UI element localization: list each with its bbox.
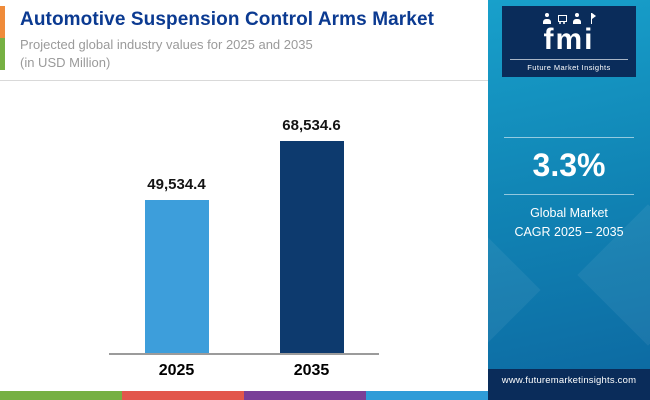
person-icon (572, 13, 581, 24)
cagr-label-line1: Global Market (530, 206, 608, 220)
chart-area: 49,534.4 68,534.6 2025 2035 (109, 105, 379, 380)
bar-chart: 49,534.4 68,534.6 2025 2035 (0, 81, 488, 400)
chart-panel: Automotive Suspension Control Arms Marke… (0, 0, 488, 400)
cagr-value: 3.3% (532, 147, 606, 183)
bar-2035 (279, 141, 344, 353)
logo-text: fmi (543, 23, 595, 56)
bottom-color-strip (0, 391, 650, 400)
cagr-label-line2: CAGR 2025 – 2035 (514, 224, 624, 239)
flag-icon (588, 13, 596, 24)
cagr-label: Global Market CAGR 2025 – 2035 (514, 204, 623, 242)
bar-group-2035: 68,534.6 (279, 117, 344, 353)
x-label-2035: 2035 (293, 362, 330, 379)
subtitle-line1: Projected global industry values for 202… (20, 37, 313, 52)
brand-sidebar: fmi Future Market Insights 3.3% Global M… (488, 0, 650, 400)
strip-segment-orange (122, 391, 244, 400)
page-title: Automotive Suspension Control Arms Marke… (20, 9, 435, 30)
x-axis-labels: 2025 2035 (109, 362, 379, 380)
strip-segment-purple (244, 391, 366, 400)
strip-segment-green (0, 391, 122, 400)
bar-value-2035: 68,534.6 (282, 117, 341, 134)
corner-accent (0, 6, 5, 70)
plot-area: 49,534.4 68,534.6 (109, 105, 379, 355)
website-link[interactable]: www.futuremarketinsights.com (488, 369, 650, 391)
logo-icons (508, 12, 630, 24)
strip-segment-navy (488, 391, 650, 400)
strip-segment-blue (366, 391, 488, 400)
subtitle: Projected global industry values for 202… (20, 36, 474, 72)
cart-icon (557, 15, 567, 24)
fmi-logo: fmi Future Market Insights (502, 6, 636, 77)
bar-2025 (144, 200, 209, 353)
header: Automotive Suspension Control Arms Marke… (0, 0, 488, 82)
divider (504, 137, 634, 138)
logo-tagline: Future Market Insights (527, 63, 611, 72)
person-icon (542, 13, 551, 24)
subtitle-line2: (in USD Million) (20, 55, 111, 71)
divider (504, 194, 634, 195)
bar-group-2025: 49,534.4 (144, 176, 209, 353)
corner-accent-green (0, 38, 5, 70)
logo-divider (510, 59, 628, 60)
x-label-2025: 2025 (158, 362, 195, 379)
bar-value-2025: 49,534.4 (147, 176, 206, 193)
corner-accent-orange (0, 6, 5, 38)
decorative-shape (488, 233, 541, 347)
